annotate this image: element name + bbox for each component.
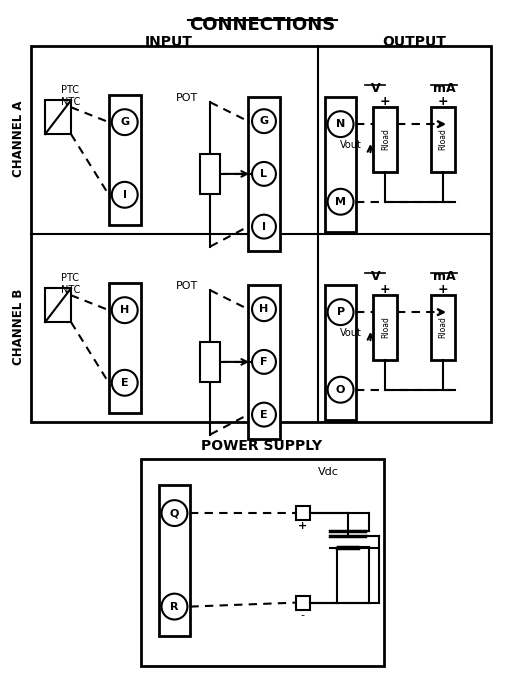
Text: PTC
NTC: PTC NTC <box>61 86 81 107</box>
Text: Rload: Rload <box>439 128 447 150</box>
Text: OUTPUT: OUTPUT <box>382 35 446 49</box>
Text: O: O <box>336 384 345 395</box>
Bar <box>374 295 397 360</box>
Bar <box>200 342 220 382</box>
Circle shape <box>112 298 138 323</box>
Bar <box>325 97 356 232</box>
Text: +: + <box>438 95 449 108</box>
Text: G: G <box>120 117 129 127</box>
Bar <box>140 460 384 666</box>
Text: mA: mA <box>433 82 455 95</box>
Circle shape <box>252 298 276 321</box>
Text: M: M <box>335 197 346 207</box>
Bar <box>248 97 280 252</box>
Bar <box>159 485 190 636</box>
Text: POWER SUPPLY: POWER SUPPLY <box>201 440 323 453</box>
Circle shape <box>252 215 276 239</box>
Bar <box>109 95 140 224</box>
Text: CHANNEL A: CHANNEL A <box>12 101 25 177</box>
Bar <box>248 285 280 440</box>
Circle shape <box>252 403 276 427</box>
Bar <box>431 295 455 360</box>
Circle shape <box>328 377 354 403</box>
Text: L: L <box>260 169 267 179</box>
Circle shape <box>112 109 138 135</box>
Text: POT: POT <box>176 93 198 103</box>
Bar <box>109 283 140 412</box>
Text: F: F <box>260 357 268 367</box>
Text: N: N <box>336 119 345 129</box>
Bar <box>325 285 356 419</box>
Bar <box>45 101 71 134</box>
Text: V: V <box>370 82 380 95</box>
Circle shape <box>252 350 276 374</box>
Circle shape <box>161 500 188 526</box>
Text: +: + <box>380 95 391 108</box>
Text: I: I <box>262 222 266 232</box>
Text: POT: POT <box>176 281 198 291</box>
Text: +: + <box>298 521 308 531</box>
Text: Vout: Vout <box>340 328 362 338</box>
Bar <box>431 107 455 172</box>
Circle shape <box>328 189 354 215</box>
Text: H: H <box>120 305 129 315</box>
Text: PTC
NTC: PTC NTC <box>61 274 81 295</box>
Text: Rload: Rload <box>381 316 390 338</box>
Text: CHANNEL B: CHANNEL B <box>12 289 25 365</box>
Circle shape <box>328 111 354 137</box>
Circle shape <box>161 594 188 620</box>
Text: +: + <box>380 282 391 295</box>
Text: P: P <box>336 307 345 317</box>
Text: I: I <box>123 189 127 200</box>
Circle shape <box>112 370 138 396</box>
Circle shape <box>252 162 276 186</box>
Text: E: E <box>260 410 268 419</box>
Text: Vout: Vout <box>340 140 362 150</box>
Text: mA: mA <box>433 270 455 283</box>
Text: V: V <box>370 270 380 283</box>
Bar <box>31 46 491 421</box>
Text: Rload: Rload <box>381 128 390 150</box>
Text: +: + <box>438 282 449 295</box>
Text: H: H <box>259 304 269 314</box>
Text: E: E <box>121 378 128 388</box>
Text: Vdc: Vdc <box>318 467 339 477</box>
Text: Rload: Rload <box>439 316 447 338</box>
Text: CONNECTIONS: CONNECTIONS <box>189 16 335 34</box>
Circle shape <box>328 299 354 325</box>
Bar <box>374 107 397 172</box>
Bar <box>45 288 71 322</box>
Text: Q: Q <box>170 508 179 518</box>
Bar <box>296 596 310 609</box>
Text: INPUT: INPUT <box>145 35 192 49</box>
Text: R: R <box>170 602 179 611</box>
Circle shape <box>252 109 276 133</box>
Text: -: - <box>301 611 305 620</box>
Text: G: G <box>259 116 269 126</box>
Bar <box>296 506 310 520</box>
Bar <box>200 154 220 194</box>
Circle shape <box>112 182 138 208</box>
